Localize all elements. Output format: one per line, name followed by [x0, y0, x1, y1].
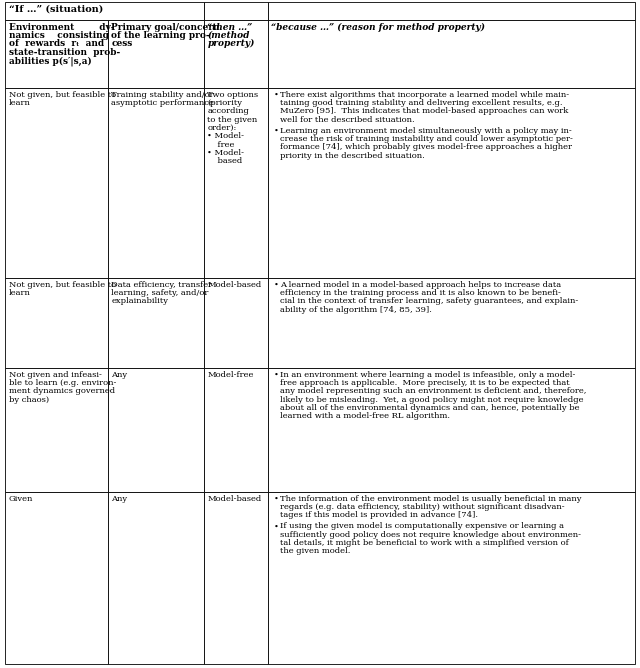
Text: •: • — [274, 127, 279, 135]
Text: according: according — [207, 108, 249, 116]
Text: ability of the algorithm [74, 85, 39].: ability of the algorithm [74, 85, 39]. — [280, 306, 431, 314]
Text: Learning an environment model simultaneously with a policy may in-: Learning an environment model simultaneo… — [280, 127, 572, 135]
Text: tages if this model is provided in advance [74].: tages if this model is provided in advan… — [280, 512, 477, 520]
Bar — [5, 368, 108, 492]
Text: crease the risk of training instability and could lower asymptotic per-: crease the risk of training instability … — [280, 135, 573, 143]
Text: free: free — [207, 141, 235, 149]
Text: • Model-: • Model- — [207, 149, 244, 157]
Bar — [268, 88, 635, 278]
Text: •: • — [274, 91, 279, 99]
Text: (method: (method — [207, 31, 250, 40]
Text: cess: cess — [111, 39, 132, 48]
Text: “because …” (reason for method property): “because …” (reason for method property) — [271, 23, 485, 32]
Text: • Model-: • Model- — [207, 132, 244, 140]
Bar — [108, 278, 204, 368]
Bar — [108, 492, 204, 664]
Text: regards (e.g. data efficiency, stability) without significant disadvan-: regards (e.g. data efficiency, stability… — [280, 503, 564, 511]
Text: learn: learn — [9, 99, 31, 107]
Bar — [5, 492, 108, 664]
Text: by chaos): by chaos) — [9, 395, 49, 403]
Bar — [5, 88, 108, 278]
Text: priority in the described situation.: priority in the described situation. — [280, 152, 424, 160]
Text: abilities p(s′|s,a): abilities p(s′|s,a) — [9, 56, 92, 65]
Text: namics    consisting: namics consisting — [9, 31, 109, 40]
Text: Any: Any — [111, 495, 127, 503]
Text: There exist algorithms that incorporate a learned model while main-: There exist algorithms that incorporate … — [280, 91, 569, 99]
Text: A learned model in a model-based approach helps to increase data: A learned model in a model-based approac… — [280, 281, 561, 289]
Text: based: based — [207, 158, 243, 166]
Text: Data efficiency, transfer: Data efficiency, transfer — [111, 281, 212, 289]
Text: Primary goal/concern: Primary goal/concern — [111, 23, 220, 31]
Text: Two options: Two options — [207, 91, 259, 99]
Bar — [268, 368, 635, 492]
Bar — [204, 88, 268, 278]
Text: of  rewards  rₜ  and: of rewards rₜ and — [9, 39, 104, 48]
Text: Model-based: Model-based — [207, 281, 262, 289]
Text: tal details, it might be beneficial to work with a simplified version of: tal details, it might be beneficial to w… — [280, 539, 568, 547]
Text: any model representing such an environment is deficient and, therefore,: any model representing such an environme… — [280, 387, 586, 395]
Bar — [268, 20, 635, 88]
Text: asymptotic performance: asymptotic performance — [111, 99, 214, 107]
Text: In an environment where learning a model is infeasible, only a model-: In an environment where learning a model… — [280, 371, 575, 379]
Bar — [5, 2, 204, 20]
Text: •: • — [274, 522, 279, 530]
Bar — [268, 278, 635, 368]
Text: The information of the environment model is usually beneficial in many: The information of the environment model… — [280, 495, 581, 503]
Bar — [5, 20, 108, 88]
Text: Not given and infeasi-: Not given and infeasi- — [9, 371, 102, 379]
Text: cial in the context of transfer learning, safety guarantees, and explain-: cial in the context of transfer learning… — [280, 297, 578, 305]
Text: (priority: (priority — [207, 99, 243, 107]
Bar — [204, 492, 268, 664]
Text: Environment        dy-: Environment dy- — [9, 23, 115, 31]
Bar — [204, 2, 268, 20]
Text: If using the given model is computationally expensive or learning a: If using the given model is computationa… — [280, 522, 564, 530]
Text: •: • — [274, 281, 279, 289]
Text: Model-free: Model-free — [207, 371, 253, 379]
Text: learning, safety, and/or: learning, safety, and/or — [111, 289, 209, 297]
Bar — [108, 20, 204, 88]
Text: “If …” (situation): “If …” (situation) — [9, 5, 103, 13]
Text: likely to be misleading.  Yet, a good policy might not require knowledge: likely to be misleading. Yet, a good pol… — [280, 395, 583, 403]
Text: learn: learn — [9, 289, 31, 297]
Text: efficiency in the training process and it is also known to be benefi-: efficiency in the training process and i… — [280, 289, 561, 297]
Text: the given model.: the given model. — [280, 548, 350, 556]
Text: Given: Given — [9, 495, 33, 503]
Text: free approach is applicable.  More precisely, it is to be expected that: free approach is applicable. More precis… — [280, 379, 570, 387]
Bar — [108, 368, 204, 492]
Bar — [204, 368, 268, 492]
Text: explainability: explainability — [111, 297, 168, 305]
Text: property): property) — [207, 39, 255, 49]
Text: •: • — [274, 371, 279, 379]
Text: •: • — [274, 495, 279, 503]
Text: Any: Any — [111, 371, 127, 379]
Text: learned with a model-free RL algorithm.: learned with a model-free RL algorithm. — [280, 412, 450, 420]
Text: Not given, but feasible to: Not given, but feasible to — [9, 281, 116, 289]
Text: about all of the environmental dynamics and can, hence, potentially be: about all of the environmental dynamics … — [280, 404, 579, 412]
Text: Not given, but feasible to: Not given, but feasible to — [9, 91, 116, 99]
Text: “then …”: “then …” — [207, 23, 253, 31]
Text: sufficiently good policy does not require knowledge about environmen-: sufficiently good policy does not requir… — [280, 531, 580, 539]
Text: well for the described situation.: well for the described situation. — [280, 116, 414, 124]
Text: state-transition  prob-: state-transition prob- — [9, 47, 120, 57]
Bar — [204, 278, 268, 368]
Bar — [204, 20, 268, 88]
Text: taining good training stability and delivering excellent results, e.g.: taining good training stability and deli… — [280, 99, 562, 107]
Text: order):: order): — [207, 124, 237, 132]
Text: formance [74], which probably gives model-free approaches a higher: formance [74], which probably gives mode… — [280, 144, 572, 152]
Bar — [268, 492, 635, 664]
Text: Model-based: Model-based — [207, 495, 262, 503]
Text: to the given: to the given — [207, 116, 258, 124]
Bar — [108, 88, 204, 278]
Bar — [5, 278, 108, 368]
Bar — [268, 2, 635, 20]
Text: ble to learn (e.g. environ-: ble to learn (e.g. environ- — [9, 379, 116, 387]
Text: MuZero [95].  This indicates that model-based approaches can work: MuZero [95]. This indicates that model-b… — [280, 108, 568, 116]
Text: ment dynamics governed: ment dynamics governed — [9, 387, 115, 395]
Text: of the learning pro-: of the learning pro- — [111, 31, 210, 40]
Text: Training stability and/or: Training stability and/or — [111, 91, 214, 99]
